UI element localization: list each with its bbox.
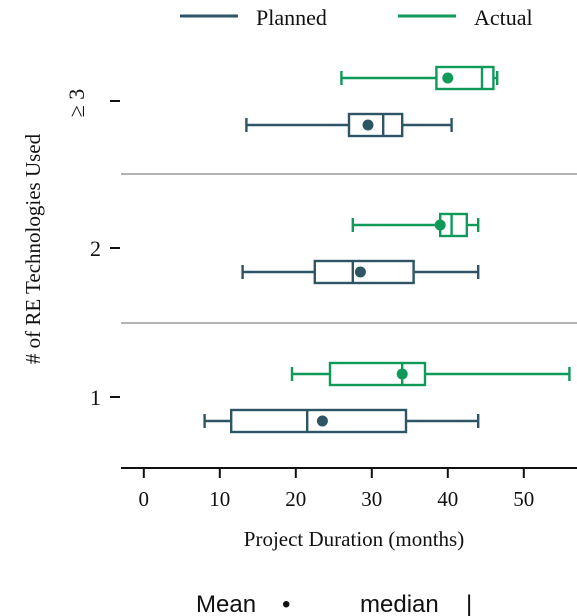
box-planned-3 (245, 112, 453, 138)
x-tick-label: 30 (361, 487, 382, 511)
x-tick-label: 20 (285, 487, 306, 511)
footnote-mean-label: Mean (196, 591, 256, 616)
mean-point (434, 219, 446, 231)
y-tick-label: 1 (90, 385, 101, 410)
footnote-median-symbol: | (466, 591, 472, 616)
y-axis-title: # of RE Technologies Used (21, 133, 45, 364)
y-tick-label: ≥ 3 (64, 89, 89, 118)
iqr-box (347, 112, 404, 138)
footnote-mean-symbol: • (282, 591, 290, 616)
x-tick-label: 0 (139, 487, 150, 511)
y-tick-label: 2 (90, 236, 101, 261)
box-planned-1 (203, 408, 480, 434)
x-tick-label: 40 (437, 487, 458, 511)
mean-point (442, 72, 454, 84)
legend-label-planned: Planned (256, 5, 327, 30)
x-tick-label: 10 (209, 487, 230, 511)
x-axis-title: Project Duration (months) (244, 527, 464, 551)
mean-point (354, 266, 366, 278)
box-planned-2 (241, 259, 480, 285)
mean-point (362, 119, 374, 131)
legend: Planned Actual (180, 5, 533, 30)
x-axis-ticks: 0 10 20 30 40 50 (139, 469, 534, 511)
footnote-median-label: median (360, 591, 439, 616)
box-actual-1 (290, 361, 571, 387)
mean-point (316, 415, 328, 427)
plot-area (203, 65, 571, 434)
iqr-box (435, 65, 495, 91)
box-actual-2 (351, 212, 480, 238)
box-actual-3 (340, 65, 499, 91)
mean-point (396, 368, 408, 380)
iqr-box (328, 361, 427, 387)
x-tick-label: 50 (513, 487, 534, 511)
legend-label-actual: Actual (474, 5, 533, 30)
